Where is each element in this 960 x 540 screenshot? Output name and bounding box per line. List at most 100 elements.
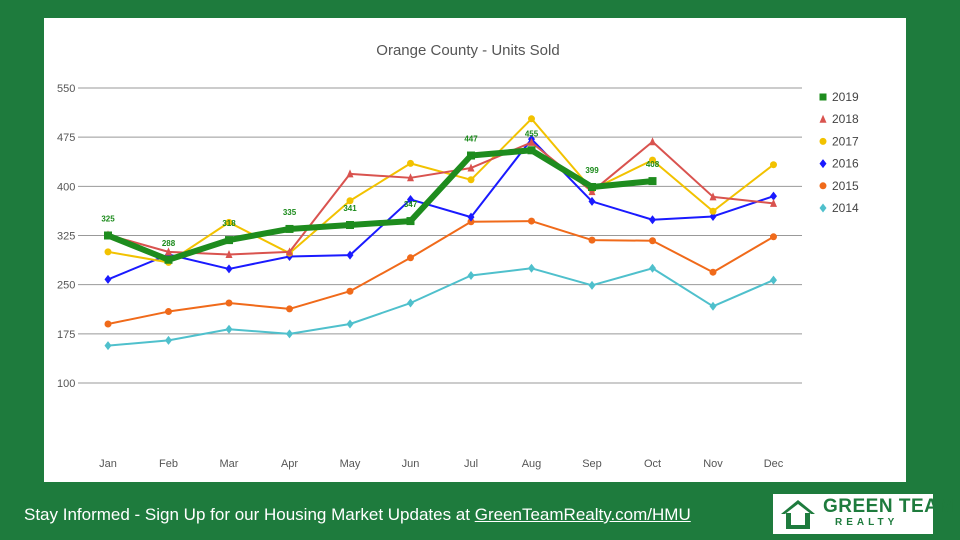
series-2014-point (225, 324, 233, 334)
series-2015-point (528, 217, 535, 225)
x-tick-label: Jun (402, 458, 420, 470)
legend-marker-2019 (819, 93, 827, 101)
data-label: 318 (222, 219, 236, 228)
chart-title: Orange County - Units Sold (376, 42, 559, 59)
series-2015-point (407, 254, 414, 262)
data-label: 288 (162, 239, 176, 248)
house-logo-icon (781, 500, 815, 529)
series-2018-point (709, 192, 717, 201)
series-2014-point (709, 301, 717, 311)
line-chart: Orange County - Units Sold 550 475 400 325 25… (57, 42, 859, 470)
series-2019-point (164, 255, 173, 264)
series-2016-line (107, 138, 775, 281)
data-label: 455 (525, 129, 539, 138)
y-tick-label: 175 (57, 329, 75, 341)
data-label: 447 (464, 135, 478, 144)
series-2014-point (286, 329, 293, 339)
series-2015-point (588, 236, 596, 244)
legend-label-2018: 2018 (832, 112, 859, 126)
series-2018-point (528, 137, 535, 146)
series-2014-point (770, 275, 777, 285)
series-2016-point (104, 274, 112, 284)
series-2015-point (104, 320, 112, 328)
data-label: 325 (101, 215, 115, 224)
series-2016-point (588, 196, 596, 206)
series-2017-point (407, 159, 414, 167)
series-2015-point (286, 305, 293, 313)
series-2015-line (107, 220, 775, 325)
series-2018-point (467, 163, 475, 172)
series-2018-point (649, 137, 656, 146)
footer-banner: Stay Informed - Sign Up for our Housing … (24, 505, 691, 525)
series-2014-point (407, 298, 414, 308)
series-2019-point (406, 217, 415, 226)
x-tick-label: Aug (522, 458, 542, 470)
logo-subtext: REALTY (835, 517, 899, 528)
y-tick-label: 475 (57, 132, 75, 144)
series-2016-point (407, 194, 414, 204)
series-2015-point (346, 287, 354, 295)
y-tick-label: 250 (57, 280, 75, 292)
x-tick-label: Dec (764, 458, 784, 470)
series-2017-line (107, 117, 775, 264)
series-2018-point (588, 187, 596, 196)
y-tick-label: 400 (57, 181, 75, 193)
legend-label-2014: 2014 (832, 201, 859, 215)
series-2015-point (467, 218, 475, 226)
series-2019-line (105, 147, 656, 263)
series-2017-point (528, 115, 535, 123)
series-2019-point (648, 177, 657, 186)
x-tick-label: Feb (159, 458, 178, 470)
series-2019-point (104, 231, 112, 240)
data-label: 335 (283, 208, 297, 217)
series-2018-point (346, 169, 354, 178)
series-2016-point (770, 191, 777, 201)
x-tick-label: Nov (703, 458, 723, 470)
series-2019-point (588, 182, 596, 191)
chart-panel: Orange County - Units Sold 550 475 400 325 25… (44, 18, 906, 482)
series-2014-point (528, 263, 535, 273)
series-2016-point (467, 212, 475, 222)
series-2018-point (770, 198, 777, 207)
legend-label-2019: 2019 (832, 90, 859, 104)
data-label: 399 (585, 166, 599, 175)
series-2014-line (107, 267, 775, 347)
x-tick-label: Sep (582, 458, 602, 470)
legend-label-2017: 2017 (832, 134, 859, 148)
data-label: 347 (404, 200, 418, 209)
series-2017-point (467, 176, 475, 184)
legend-marker-2017 (819, 137, 827, 145)
series-2017-point (649, 156, 656, 164)
x-tick-label: Apr (281, 458, 298, 470)
company-logo: GREEN TEAM REALTY (773, 494, 954, 534)
series-2015-point (165, 308, 172, 316)
series-2019-point (225, 236, 233, 245)
legend-label-2016: 2016 (832, 157, 859, 171)
legend-marker-2014 (819, 203, 827, 213)
series-2019-point (285, 224, 294, 233)
series-2017-point (225, 218, 233, 226)
x-tick-label: Oct (644, 458, 661, 470)
x-tick-label: May (340, 458, 361, 470)
series-2015-point (709, 268, 717, 276)
legend-marker-2018 (819, 114, 827, 123)
x-tick-label: Jul (464, 458, 478, 470)
series-2018-point (165, 247, 172, 256)
legend-label-2015: 2015 (832, 179, 859, 193)
y-tick-label: 325 (57, 231, 75, 243)
signup-link[interactable]: GreenTeamRealty.com/HMU (474, 505, 691, 524)
series-2014-point (649, 263, 656, 273)
series-2016-point (225, 264, 233, 274)
series-2014-point (165, 335, 172, 345)
series-2014-point (104, 341, 112, 351)
series-2015-point (225, 299, 233, 307)
series-2017-point (770, 161, 777, 169)
x-tick-label: Jan (99, 458, 117, 470)
series-2018-line (107, 140, 775, 256)
series-2015-point (649, 237, 656, 245)
series-2016-point (346, 250, 354, 260)
series-2014-point (588, 280, 596, 290)
legend-marker-2015 (819, 182, 827, 190)
series-2017-point (709, 207, 717, 215)
x-tick-label: Mar (220, 458, 239, 470)
